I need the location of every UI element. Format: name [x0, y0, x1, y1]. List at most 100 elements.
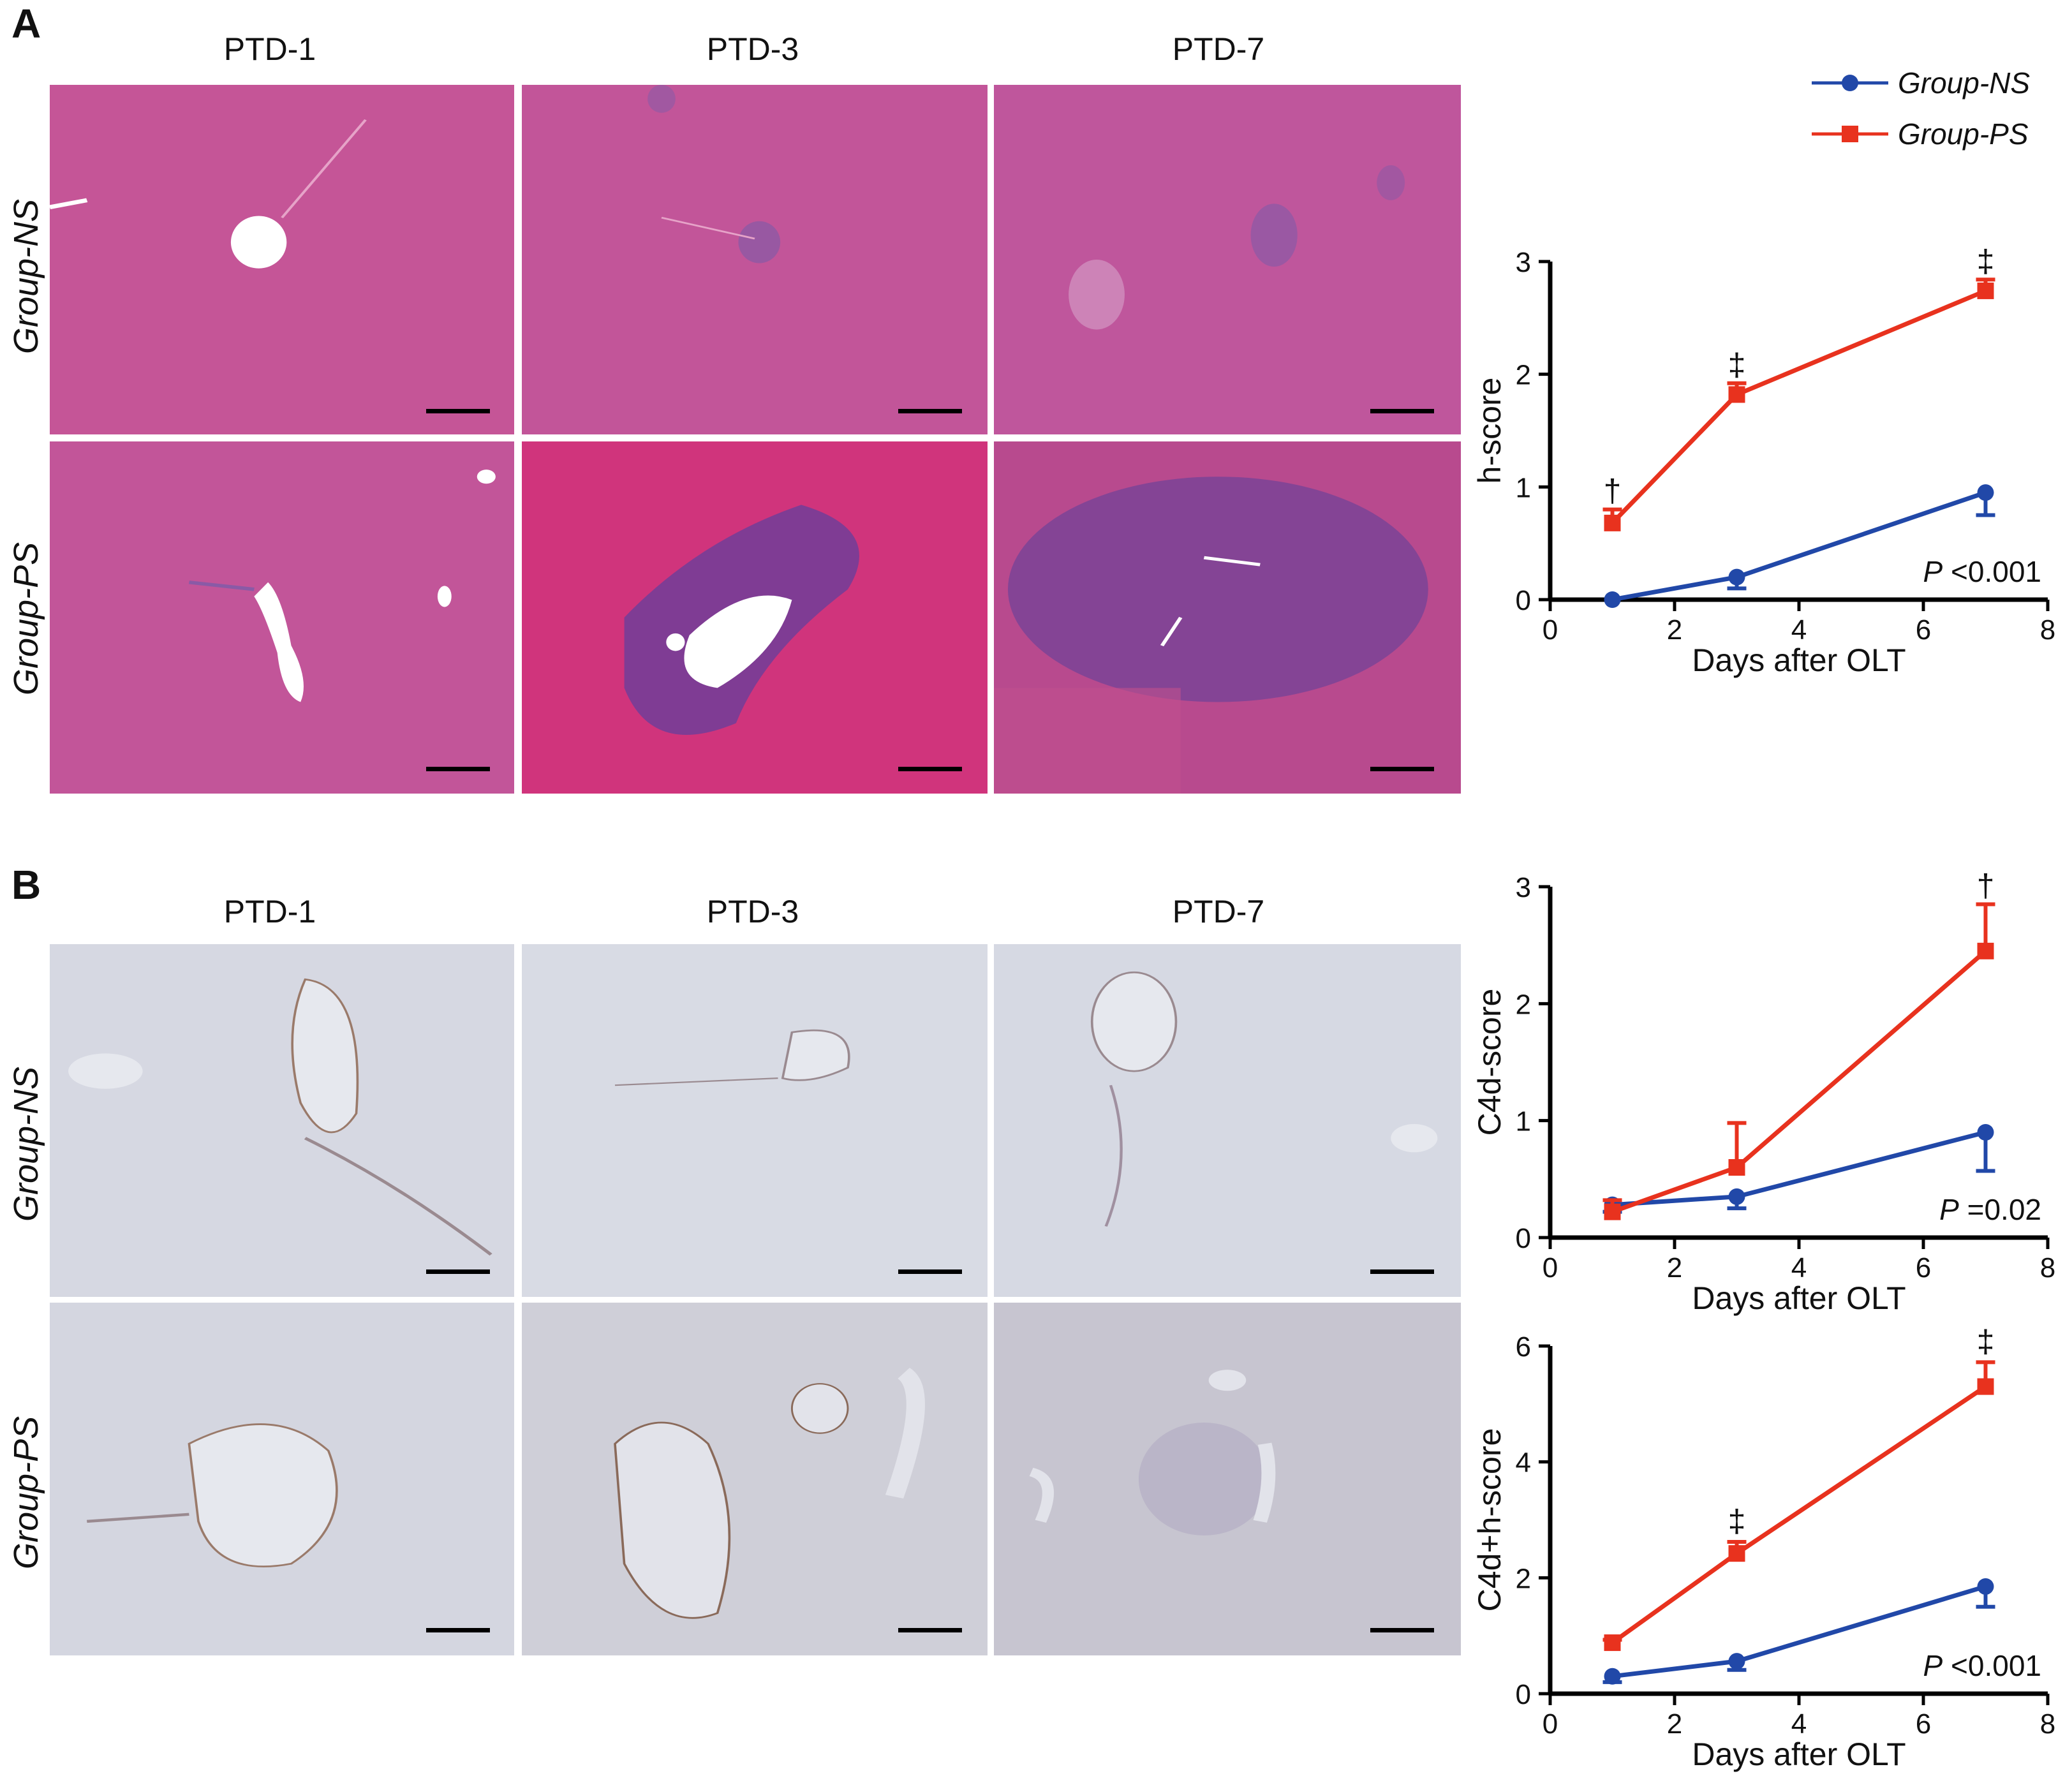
panel-a-row-label-ns: Group-NS	[7, 198, 45, 354]
scale-bar	[898, 1269, 962, 1274]
x-axis-label: Days after OLT	[1692, 642, 1906, 678]
y-tick-label: 4	[1516, 1447, 1531, 1479]
data-point-group-ps	[1977, 942, 1994, 959]
scale-bar	[1370, 1269, 1434, 1274]
data-point-group-ns	[1977, 1124, 1994, 1141]
significance-mark: ‡	[1728, 347, 1746, 383]
significance-mark: ‡	[1977, 243, 1995, 279]
y-tick-label: 2	[1516, 360, 1531, 391]
p-value-text: P <0.001	[1923, 555, 2041, 588]
x-tick-label: 0	[1543, 614, 1558, 646]
y-tick-label: 0	[1516, 1223, 1531, 1254]
data-point-group-ps	[1977, 1378, 1994, 1395]
p-value-prefix: P	[1939, 1193, 1959, 1226]
data-point-group-ps	[1728, 1545, 1745, 1562]
x-axis-label: Days after OLT	[1692, 1280, 1906, 1316]
x-tick-label: 2	[1667, 614, 1682, 646]
x-axis-label: Days after OLT	[1692, 1736, 1906, 1772]
chart-c4d-h-score: 0 2 4 6 0 2 4 6 8 Days after OLT C4d+h-score P <0.0…	[1472, 1324, 2055, 1772]
x-tick-label: 0	[1543, 1252, 1558, 1284]
data-point-group-ns	[1728, 1653, 1745, 1670]
x-tick-label: 6	[1916, 1708, 1931, 1740]
panel-b-row-label-ns: Group-NS	[7, 1066, 45, 1222]
p-value-text: P =0.02	[1939, 1193, 2041, 1226]
scale-bar	[426, 767, 490, 771]
legend-label-ps: Group-PS	[1898, 117, 2029, 151]
significance-mark: †	[1977, 868, 1995, 904]
x-tick-label: 8	[2040, 1252, 2055, 1284]
y-tick-label: 1	[1516, 472, 1531, 503]
panel-a-column-title-ptd3: PTD-3	[706, 31, 799, 67]
panel-b-letter: B	[11, 862, 41, 908]
data-point-group-ns	[1604, 1668, 1621, 1685]
panel-a-column-title-ptd7: PTD-7	[1172, 31, 1265, 67]
scale-bar	[898, 1628, 962, 1632]
x-tick-label: 2	[1667, 1708, 1682, 1740]
p-value-prefix: P	[1923, 555, 1943, 588]
data-point-group-ns	[1604, 591, 1621, 608]
x-tick-label: 2	[1667, 1252, 1682, 1284]
x-tick-label: 6	[1916, 614, 1931, 646]
x-tick-label: 6	[1916, 1252, 1931, 1284]
micrograph-he-ps-ptd7	[994, 441, 1461, 794]
y-axis-label: C4d-score	[1472, 989, 1507, 1136]
scale-bar	[426, 1628, 490, 1632]
scale-bar	[426, 409, 490, 413]
y-tick-label: 1	[1516, 1106, 1531, 1137]
data-point-group-ps	[1604, 1634, 1621, 1652]
scale-bar	[426, 1269, 490, 1274]
legend-label-ns: Group-NS	[1898, 66, 2030, 100]
scale-bar	[1370, 767, 1434, 771]
x-tick-label: 4	[1791, 1708, 1807, 1740]
y-tick-label: 3	[1516, 247, 1531, 278]
series-line-group-ps	[1611, 949, 1987, 1214]
y-tick-label: 6	[1516, 1331, 1531, 1363]
micrograph-ihc-ns-ptd1	[50, 944, 514, 1297]
significance-mark: ‡	[1728, 1503, 1746, 1539]
panel-b-column-title-ptd1: PTD-1	[223, 894, 316, 929]
panel-a-column-title-ptd1: PTD-1	[223, 31, 316, 67]
chart-legend: Group-NS Group-PS	[1812, 66, 2030, 151]
scale-bar	[898, 409, 962, 413]
panel-b-row-label-ps: Group-PS	[7, 1416, 45, 1569]
micrograph-he-ps-ptd1	[50, 441, 514, 794]
x-tick-label: 8	[2040, 614, 2055, 646]
micrograph-ihc-ps-ptd1	[50, 1303, 514, 1655]
y-tick-label: 2	[1516, 1563, 1531, 1594]
y-tick-label: 3	[1516, 872, 1531, 903]
micrograph-he-ns-ptd3	[522, 85, 988, 434]
y-tick-label: 0	[1516, 1679, 1531, 1710]
data-point-group-ps	[1728, 386, 1745, 403]
data-point-group-ps	[1977, 282, 1994, 299]
data-point-group-ns	[1728, 1188, 1745, 1205]
x-tick-label: 4	[1791, 614, 1807, 646]
data-point-group-ns	[1977, 484, 1994, 501]
micrograph-he-ns-ptd1	[50, 85, 514, 434]
scale-bar	[898, 767, 962, 771]
panel-a-row-label-ps: Group-PS	[7, 542, 45, 695]
panel-b-column-title-ptd7: PTD-7	[1172, 894, 1265, 929]
y-axis-label: C4d+h-score	[1472, 1428, 1507, 1612]
x-tick-label: 0	[1543, 1708, 1558, 1740]
scale-bar	[1370, 409, 1434, 413]
p-value-number: =0.02	[1959, 1193, 2041, 1226]
series-line-group-ps	[1610, 288, 1987, 525]
data-point-group-ps	[1604, 1203, 1621, 1220]
y-axis-label: h-score	[1472, 378, 1507, 484]
micrograph-ihc-ps-ptd3	[522, 1303, 988, 1655]
p-value-number: <0.001	[1943, 555, 2041, 588]
y-tick-label: 0	[1516, 585, 1531, 616]
chart-c4d-score: 0 1 2 3 0 2 4 6 8 Days after OLT C4d-score P =0.02 †	[1472, 868, 2055, 1317]
data-point-group-ns	[1728, 568, 1745, 586]
chart-h-score: 0 1 2 3 0 2 4 6 8 Days after OLT h-score P <0.001 † ‡…	[1472, 243, 2055, 678]
panel-a-letter: A	[11, 1, 41, 47]
panel-b-column-title-ptd3: PTD-3	[706, 894, 799, 929]
micrograph-he-ps-ptd3	[522, 441, 988, 794]
data-point-group-ns	[1977, 1578, 1994, 1595]
x-tick-label: 4	[1791, 1252, 1807, 1284]
legend-marker-ps	[1842, 126, 1858, 142]
data-point-group-ps	[1604, 514, 1621, 531]
significance-mark: ‡	[1977, 1324, 1995, 1359]
micrograph-ihc-ns-ptd7	[994, 944, 1461, 1297]
micrograph-he-ns-ptd7	[994, 85, 1461, 434]
